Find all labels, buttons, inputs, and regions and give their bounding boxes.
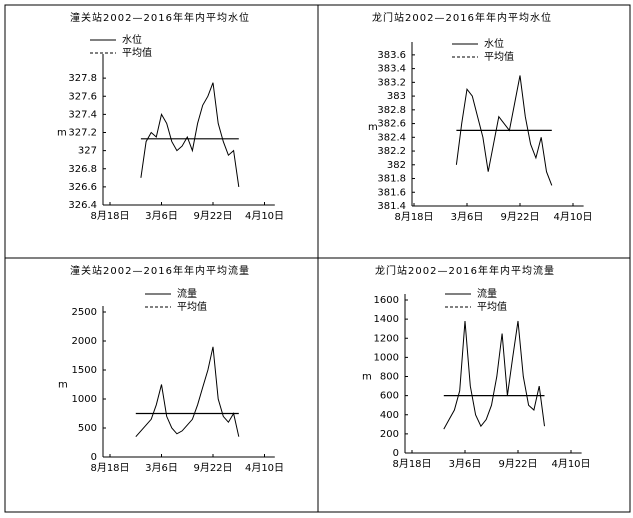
y-tick-label: 326.8 [68, 164, 97, 175]
y-tick-label: 327.2 [68, 128, 97, 139]
y-tick-label: 383.4 [377, 64, 406, 75]
y-tick-label: 326.6 [68, 182, 97, 193]
y-tick-label: 327.6 [68, 91, 97, 102]
y-tick-label: 327.4 [68, 109, 97, 120]
y-tick-label: 2500 [72, 307, 97, 318]
chart-title: 潼关站2002—2016年年内平均水位 [70, 11, 250, 24]
data-line [455, 75, 553, 186]
y-tick-label: 382 [387, 160, 406, 171]
chart-title: 潼关站2002—2016年年内平均流量 [70, 264, 250, 277]
y-tick-label: 381.6 [377, 187, 406, 198]
y-axis-label: m [57, 128, 67, 139]
y-tick-label: 383 [387, 91, 406, 102]
legend-label: 平均值 [484, 50, 514, 63]
y-tick-label: 327 [78, 146, 97, 157]
x-tick-label: 8月18日 [392, 458, 431, 470]
x-tick-label: 9月22日 [193, 462, 232, 474]
x-tick-label: 4月10日 [551, 458, 590, 470]
x-tick-label: 9月22日 [498, 458, 537, 470]
y-tick-label: 1000 [374, 352, 399, 363]
x-tick-label: 4月10日 [553, 211, 592, 223]
y-tick-label: 383.6 [377, 50, 406, 61]
y-tick-label: 1200 [374, 333, 399, 344]
x-tick-label: 8月18日 [394, 211, 433, 223]
y-tick-label: 382.2 [377, 146, 406, 157]
legend-label: 流量 [477, 287, 497, 300]
data-line [140, 82, 240, 187]
x-tick-label: 3月6日 [451, 211, 484, 223]
y-axis-label: m [368, 122, 378, 133]
x-tick-label: 3月6日 [449, 458, 482, 470]
x-tick-label: 8月18日 [90, 210, 129, 222]
y-tick-label: 326.4 [68, 200, 97, 211]
legend-label: 水位 [484, 37, 504, 50]
y-tick-label: 382.6 [377, 119, 406, 130]
x-tick-label: 4月10日 [245, 210, 284, 222]
y-tick-label: 600 [380, 391, 399, 402]
x-tick-label: 3月6日 [145, 210, 178, 222]
y-tick-label: 382.8 [377, 105, 406, 116]
y-tick-label: 2000 [72, 336, 97, 347]
y-tick-label: 400 [380, 410, 399, 421]
y-tick-label: 1400 [374, 314, 399, 325]
y-tick-label: 327.8 [68, 73, 97, 84]
y-tick-label: 382.4 [377, 132, 406, 143]
y-tick-label: 1500 [72, 365, 97, 376]
legend-label: 平均值 [477, 300, 507, 313]
chart-title: 龙门站2002—2016年年内平均流量 [375, 264, 555, 277]
y-tick-label: 500 [78, 423, 97, 434]
y-tick-label: 1000 [72, 394, 97, 405]
legend-label: 流量 [177, 287, 197, 300]
y-tick-label: 383.2 [377, 77, 406, 88]
data-line [135, 346, 240, 438]
x-tick-label: 9月22日 [500, 211, 539, 223]
y-tick-label: 381.4 [377, 201, 406, 212]
y-axis-label: m [58, 380, 68, 391]
legend-label: 平均值 [177, 300, 207, 313]
y-tick-label: 0 [91, 452, 97, 463]
data-line [443, 320, 545, 430]
y-tick-label: 0 [393, 448, 399, 459]
y-tick-label: 200 [380, 429, 399, 440]
x-tick-label: 4月10日 [245, 462, 284, 474]
y-axis-label: m [362, 372, 372, 383]
y-tick-label: 381.8 [377, 174, 406, 185]
x-tick-label: 8月18日 [90, 462, 129, 474]
x-tick-label: 9月22日 [193, 210, 232, 222]
legend-label: 平均值 [122, 46, 152, 59]
y-tick-label: 1600 [374, 295, 399, 306]
x-tick-label: 3月6日 [145, 462, 178, 474]
y-tick-label: 800 [380, 372, 399, 383]
panel-border [317, 257, 631, 513]
legend-label: 水位 [122, 33, 142, 46]
chart-title: 龙门站2002—2016年年内平均水位 [372, 11, 552, 24]
